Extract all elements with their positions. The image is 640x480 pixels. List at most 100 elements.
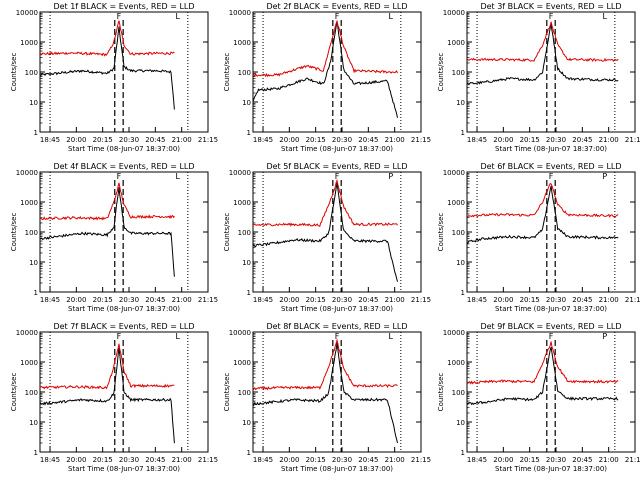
marker-label: F [335, 172, 340, 181]
x-tick-label: 21:15 [411, 136, 431, 144]
panel-1: Det 1f BLACK = Events, RED = LLD 1 10 100 10… [10, 2, 218, 153]
events-series-line [466, 23, 619, 86]
y-tick-label: 1 [461, 449, 465, 457]
lld-series-line [39, 182, 175, 221]
x-tick-label: 20:30 [119, 136, 139, 144]
events-series-line [39, 187, 175, 277]
x-tick-label: 20:00 [279, 296, 299, 304]
y-tick-label: 1000 [233, 39, 251, 47]
y-axis-label: Counts/sec [437, 213, 445, 252]
plot-frame [252, 331, 422, 453]
panel-title: Det 1f BLACK = Events, RED = LLD [53, 2, 194, 11]
y-tick-label: 1 [247, 449, 251, 457]
plot-frame [466, 11, 636, 133]
x-tick-label: 21:15 [625, 296, 640, 304]
y-axis-label: Counts/sec [437, 53, 445, 92]
panel-8: Det 8f BLACK = Events, RED = LLD 1 10 100 10… [223, 322, 431, 473]
y-tick-label: 1000 [447, 199, 465, 207]
x-tick-label: 18:45 [253, 296, 273, 304]
marker-label: F [335, 332, 340, 341]
x-tick-label: 20:00 [493, 136, 513, 144]
panel-title: Det 7f BLACK = Events, RED = LLD [53, 322, 194, 331]
panel-title: Det 4f BLACK = Events, RED = LLD [53, 162, 194, 171]
x-axis-label: Start Time (08-Jun-07 18:37:00) [281, 465, 393, 473]
x-tick-label: 20:15 [306, 136, 326, 144]
y-tick-label: 10 [242, 419, 251, 427]
marker-label: P [602, 332, 607, 341]
y-tick-label: 1000 [447, 39, 465, 47]
x-axis-label: Start Time (08-Jun-07 18:37:00) [68, 145, 180, 153]
y-axis-label: Counts/sec [223, 53, 231, 92]
plot-frame [466, 331, 636, 453]
x-axis-label: Start Time (08-Jun-07 18:37:00) [495, 465, 607, 473]
panel-title: Det 6f BLACK = Events, RED = LLD [480, 162, 621, 171]
x-axis-label: Start Time (08-Jun-07 18:37:00) [281, 305, 393, 313]
marker-label: L [603, 12, 608, 21]
x-tick-label: 20:45 [572, 456, 592, 464]
x-tick-label: 21:00 [599, 456, 619, 464]
y-tick-label: 10 [456, 99, 465, 107]
y-axis-label: Counts/sec [10, 373, 18, 412]
y-tick-label: 100 [452, 229, 465, 237]
marker-label: F [117, 332, 122, 341]
y-tick-label: 100 [25, 69, 38, 77]
y-tick-label: 10000 [443, 9, 465, 17]
events-series-line [466, 185, 619, 244]
plot-frame [466, 171, 636, 293]
y-tick-label: 1 [461, 129, 465, 137]
x-tick-label: 21:00 [385, 296, 405, 304]
y-tick-label: 100 [25, 389, 38, 397]
x-tick-label: 20:00 [279, 456, 299, 464]
y-tick-label: 10000 [443, 169, 465, 177]
y-tick-label: 100 [452, 69, 465, 77]
y-tick-label: 10000 [16, 169, 38, 177]
x-tick-label: 18:45 [40, 136, 60, 144]
x-tick-label: 20:30 [546, 136, 566, 144]
panel-title: Det 3f BLACK = Events, RED = LLD [480, 2, 621, 11]
marker-label: L [176, 12, 181, 21]
events-series-line [252, 342, 398, 444]
x-tick-label: 20:45 [572, 296, 592, 304]
x-tick-label: 20:30 [332, 456, 352, 464]
x-tick-label: 21:15 [411, 296, 431, 304]
x-tick-label: 20:00 [493, 456, 513, 464]
x-tick-label: 18:45 [253, 136, 273, 144]
y-axis-label: Counts/sec [437, 373, 445, 412]
y-tick-label: 10000 [443, 329, 465, 337]
panel-title: Det 9f BLACK = Events, RED = LLD [480, 322, 621, 331]
y-tick-label: 10 [29, 419, 38, 427]
x-tick-label: 20:30 [546, 296, 566, 304]
panel-6: Det 6f BLACK = Events, RED = LLD 1 10 100 10… [437, 162, 640, 313]
x-tick-label: 20:45 [358, 456, 378, 464]
marker-label: F [549, 12, 554, 21]
events-series-line [252, 183, 398, 282]
x-tick-label: 20:30 [332, 296, 352, 304]
x-tick-label: 20:45 [358, 136, 378, 144]
x-tick-label: 21:15 [411, 456, 431, 464]
y-tick-label: 10000 [16, 329, 38, 337]
x-tick-label: 20:15 [520, 296, 540, 304]
y-tick-label: 10000 [16, 9, 38, 17]
y-axis-label: Counts/sec [223, 213, 231, 252]
x-tick-label: 21:00 [385, 136, 405, 144]
x-tick-label: 20:15 [520, 456, 540, 464]
marker-label: L [389, 332, 394, 341]
x-tick-label: 20:00 [279, 136, 299, 144]
marker-label: F [117, 172, 122, 181]
y-tick-label: 10 [456, 259, 465, 267]
y-tick-label: 10 [29, 259, 38, 267]
panel-7: Det 7f BLACK = Events, RED = LLD 1 10 100 10… [10, 322, 218, 473]
y-tick-label: 1000 [20, 359, 38, 367]
x-tick-label: 20:00 [66, 456, 86, 464]
y-tick-label: 1 [247, 289, 251, 297]
x-tick-label: 20:30 [119, 296, 139, 304]
x-tick-label: 21:00 [599, 136, 619, 144]
marker-label: P [388, 172, 393, 181]
y-tick-label: 1000 [233, 199, 251, 207]
panel-title: Det 2f BLACK = Events, RED = LLD [266, 2, 407, 11]
y-tick-label: 10000 [229, 169, 251, 177]
x-tick-label: 18:45 [40, 456, 60, 464]
x-tick-label: 20:00 [66, 296, 86, 304]
y-tick-label: 100 [238, 229, 251, 237]
